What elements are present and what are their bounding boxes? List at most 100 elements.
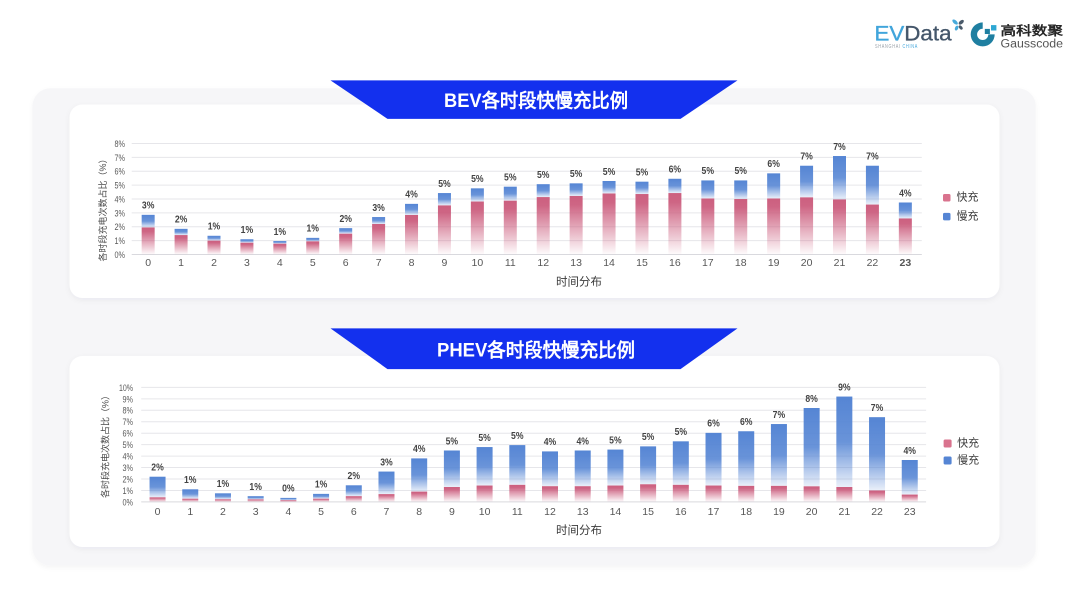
- svg-text:16: 16: [675, 506, 687, 518]
- svg-text:10: 10: [472, 257, 484, 269]
- svg-text:6%: 6%: [115, 167, 126, 178]
- svg-text:1%: 1%: [123, 486, 134, 497]
- svg-text:2%: 2%: [115, 222, 126, 233]
- svg-text:1: 1: [178, 257, 184, 269]
- svg-text:1%: 1%: [315, 480, 328, 491]
- svg-text:5%: 5%: [642, 432, 655, 443]
- svg-text:22: 22: [871, 506, 883, 518]
- svg-text:2%: 2%: [123, 474, 134, 485]
- svg-text:4%: 4%: [405, 190, 418, 201]
- svg-text:快充: 快充: [957, 436, 979, 450]
- svg-text:3%: 3%: [115, 208, 126, 219]
- svg-text:7%: 7%: [115, 153, 126, 164]
- svg-text:13: 13: [570, 257, 582, 269]
- svg-text:5%: 5%: [537, 170, 550, 181]
- svg-text:6%: 6%: [767, 159, 780, 170]
- svg-text:8: 8: [416, 506, 422, 518]
- svg-text:4%: 4%: [544, 437, 557, 448]
- svg-text:9%: 9%: [123, 394, 134, 405]
- svg-text:19: 19: [773, 506, 785, 518]
- svg-text:18: 18: [735, 257, 747, 269]
- svg-text:4: 4: [285, 506, 291, 518]
- svg-text:5: 5: [310, 257, 316, 269]
- svg-text:4%: 4%: [413, 444, 426, 455]
- svg-text:12: 12: [537, 257, 549, 269]
- svg-text:4%: 4%: [899, 188, 912, 199]
- svg-text:8: 8: [409, 257, 415, 269]
- svg-text:4: 4: [277, 257, 283, 269]
- svg-text:3: 3: [253, 506, 259, 518]
- svg-text:20: 20: [806, 506, 818, 518]
- svg-text:5%: 5%: [438, 179, 451, 190]
- svg-text:2: 2: [220, 506, 226, 518]
- svg-text:2%: 2%: [175, 215, 188, 226]
- svg-text:5%: 5%: [603, 167, 616, 178]
- svg-text:6%: 6%: [707, 419, 720, 430]
- svg-text:11: 11: [505, 257, 516, 269]
- svg-text:0: 0: [145, 257, 151, 269]
- svg-text:5%: 5%: [675, 427, 688, 438]
- svg-text:4%: 4%: [904, 446, 917, 457]
- svg-text:0%: 0%: [282, 484, 295, 495]
- svg-text:5%: 5%: [123, 440, 134, 451]
- svg-text:5%: 5%: [702, 166, 715, 177]
- svg-text:21: 21: [834, 257, 846, 269]
- svg-text:5%: 5%: [478, 433, 491, 444]
- svg-text:1%: 1%: [307, 224, 320, 235]
- svg-text:7%: 7%: [123, 417, 134, 428]
- svg-text:5%: 5%: [504, 172, 517, 183]
- svg-text:3%: 3%: [372, 203, 385, 214]
- svg-text:7: 7: [384, 506, 390, 518]
- svg-text:4%: 4%: [576, 436, 589, 447]
- svg-text:快充: 快充: [957, 190, 979, 204]
- svg-text:5%: 5%: [636, 167, 649, 178]
- svg-text:5: 5: [318, 506, 324, 518]
- svg-text:7%: 7%: [833, 142, 846, 153]
- svg-text:14: 14: [603, 257, 615, 269]
- svg-text:7: 7: [376, 257, 382, 269]
- svg-text:BEV各时段快慢充比例: BEV各时段快慢充比例: [444, 89, 628, 112]
- svg-text:2: 2: [211, 257, 217, 269]
- svg-text:18: 18: [740, 506, 752, 518]
- svg-text:7%: 7%: [871, 403, 884, 414]
- svg-text:21: 21: [838, 506, 850, 518]
- svg-text:3%: 3%: [142, 201, 155, 212]
- svg-text:1%: 1%: [184, 475, 197, 486]
- svg-text:各时段充电次数占比（%）: 各时段充电次数占比（%）: [100, 391, 111, 498]
- svg-text:高科数聚: 高科数聚: [1001, 23, 1064, 38]
- svg-text:5%: 5%: [471, 174, 484, 185]
- svg-text:7%: 7%: [773, 410, 786, 421]
- svg-text:PHEV各时段快慢充比例: PHEV各时段快慢充比例: [437, 339, 635, 362]
- svg-text:5%: 5%: [446, 436, 459, 447]
- svg-text:7%: 7%: [800, 152, 813, 163]
- svg-text:10: 10: [479, 506, 491, 518]
- svg-text:时间分布: 时间分布: [556, 275, 602, 288]
- svg-text:6: 6: [343, 257, 349, 269]
- svg-text:1%: 1%: [115, 236, 126, 247]
- svg-text:8%: 8%: [805, 394, 818, 405]
- svg-text:17: 17: [702, 257, 714, 269]
- svg-text:慢充: 慢充: [957, 453, 979, 467]
- svg-text:5%: 5%: [570, 169, 583, 180]
- svg-text:15: 15: [642, 506, 654, 518]
- svg-text:3: 3: [244, 257, 250, 269]
- svg-text:1%: 1%: [217, 479, 230, 490]
- svg-text:14: 14: [610, 506, 622, 518]
- svg-text:9: 9: [442, 257, 448, 269]
- svg-text:8%: 8%: [115, 139, 126, 150]
- svg-text:10%: 10%: [119, 383, 133, 394]
- svg-text:9%: 9%: [838, 382, 851, 393]
- svg-text:慢充: 慢充: [957, 209, 979, 223]
- svg-text:1%: 1%: [249, 482, 262, 493]
- svg-text:Gausscode: Gausscode: [1001, 38, 1064, 50]
- svg-text:各时段充电次数占比（%）: 各时段充电次数占比（%）: [97, 154, 108, 261]
- svg-text:16: 16: [669, 257, 681, 269]
- svg-text:4%: 4%: [123, 452, 134, 463]
- svg-text:1: 1: [187, 506, 193, 518]
- svg-text:19: 19: [768, 257, 780, 269]
- svg-text:2%: 2%: [339, 214, 352, 225]
- svg-text:SHANGHAI CHINA: SHANGHAI CHINA: [875, 44, 918, 50]
- svg-text:15: 15: [636, 257, 648, 269]
- svg-text:0%: 0%: [115, 250, 126, 261]
- svg-text:12: 12: [544, 506, 556, 518]
